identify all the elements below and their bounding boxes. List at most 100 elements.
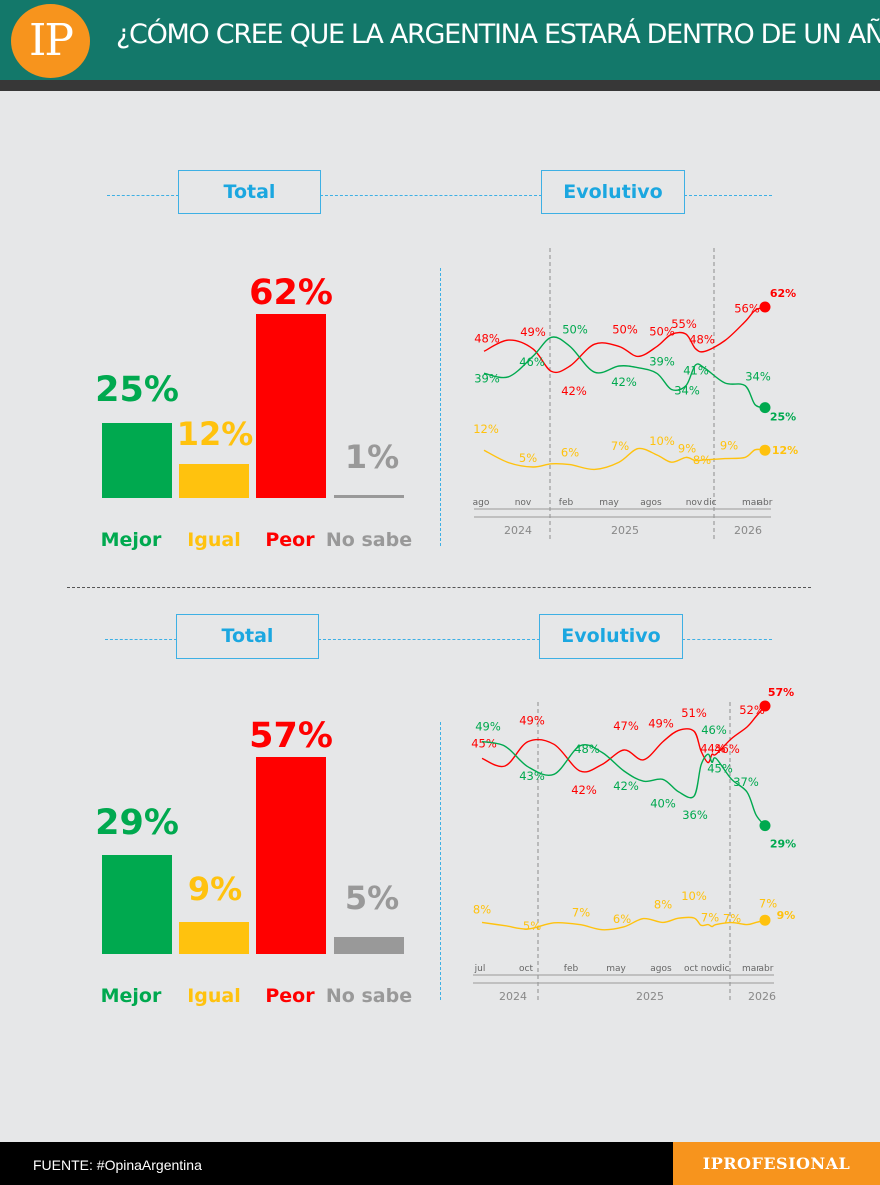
data-point-label: 49% bbox=[475, 720, 501, 734]
data-point-label: 46% bbox=[714, 742, 740, 756]
x-tick-label: agos bbox=[650, 964, 672, 974]
bar-igual bbox=[179, 464, 249, 498]
bar-value-label: 1% bbox=[344, 438, 400, 476]
data-point-label: 46% bbox=[519, 355, 545, 369]
header-shadow bbox=[0, 80, 880, 91]
x-tick-label: dic bbox=[716, 964, 729, 974]
data-point-label: 41% bbox=[683, 363, 709, 377]
category-label: Mejor bbox=[100, 985, 162, 1007]
year-label: 2024 bbox=[499, 990, 527, 1003]
data-point-label: 43% bbox=[519, 769, 545, 783]
data-point-label: 42% bbox=[611, 375, 637, 389]
bar-mejor bbox=[102, 855, 172, 954]
data-point-label: 48% bbox=[689, 332, 715, 346]
x-tick-label: abr bbox=[759, 964, 774, 974]
data-point-label: 45% bbox=[471, 736, 497, 750]
data-point-label: 55% bbox=[671, 317, 697, 331]
page-title: ¿CÓMO CREE QUE LA ARGENTINA ESTARÁ DENTR… bbox=[116, 19, 880, 50]
series-line bbox=[483, 336, 766, 409]
x-tick-label: abr bbox=[758, 498, 773, 508]
series-line bbox=[481, 740, 766, 827]
data-point-label: 5% bbox=[523, 919, 541, 933]
series-line bbox=[483, 447, 766, 471]
evolutivo-heading: Evolutivo bbox=[539, 614, 683, 659]
data-point-label: 39% bbox=[474, 371, 500, 385]
data-point-label: 7% bbox=[759, 897, 777, 911]
evolutivo-heading: Evolutivo bbox=[541, 170, 685, 214]
total-heading: Total bbox=[176, 614, 319, 659]
data-point-label: 9% bbox=[720, 438, 738, 452]
data-point-label: 57% bbox=[768, 686, 794, 699]
total-heading: Total bbox=[178, 170, 321, 214]
vertical-divider bbox=[440, 722, 441, 1000]
x-tick-label: nov bbox=[515, 498, 532, 508]
data-point-label: 62% bbox=[770, 287, 796, 300]
data-point-label: 7% bbox=[611, 439, 629, 453]
data-point-label: 25% bbox=[770, 411, 796, 424]
data-point-label: 42% bbox=[571, 783, 597, 797]
x-tick-label: oct bbox=[684, 964, 698, 974]
data-point-label: 49% bbox=[648, 717, 674, 731]
series-end-marker bbox=[759, 914, 771, 926]
data-point-label: 6% bbox=[613, 912, 631, 926]
section-separator bbox=[67, 587, 811, 588]
data-point-label: 49% bbox=[520, 325, 546, 339]
dashed-line bbox=[107, 195, 179, 196]
dashed-line bbox=[105, 639, 177, 640]
bar-value-label: 5% bbox=[344, 879, 400, 917]
dashed-line bbox=[320, 195, 542, 196]
series-end-marker bbox=[759, 820, 771, 832]
bar-no-sabe bbox=[334, 937, 404, 954]
dashed-line bbox=[682, 639, 772, 640]
data-point-label: 34% bbox=[674, 384, 700, 398]
data-point-label: 49% bbox=[519, 714, 545, 728]
x-tick-label: ago bbox=[473, 498, 490, 508]
bar-value-label: 57% bbox=[249, 716, 333, 756]
bar-no-sabe bbox=[334, 495, 404, 498]
series-end-marker bbox=[759, 700, 771, 712]
bar-value-label: 62% bbox=[249, 273, 333, 313]
data-point-label: 44% bbox=[700, 742, 726, 756]
category-label: Mejor bbox=[100, 529, 162, 551]
data-point-label: 48% bbox=[574, 742, 600, 756]
x-tick-label: jul bbox=[474, 964, 486, 974]
x-tick-label: nov bbox=[686, 498, 703, 508]
category-label: Igual bbox=[187, 529, 241, 551]
data-point-label: 5% bbox=[519, 451, 537, 465]
x-tick-label: mar bbox=[742, 498, 760, 508]
year-label: 2026 bbox=[748, 990, 776, 1003]
bar-mejor bbox=[102, 423, 172, 498]
data-point-label: 7% bbox=[701, 911, 719, 925]
data-point-label: 12% bbox=[772, 444, 798, 457]
x-tick-label: mar bbox=[742, 964, 760, 974]
bar-value-label: 25% bbox=[95, 370, 179, 410]
data-point-label: 39% bbox=[649, 354, 675, 368]
data-point-label: 45% bbox=[707, 761, 733, 775]
series-end-marker bbox=[759, 301, 771, 313]
bar-igual bbox=[179, 922, 249, 954]
bar-peor bbox=[256, 314, 326, 498]
category-label: Igual bbox=[187, 985, 241, 1007]
year-label: 2025 bbox=[636, 990, 664, 1003]
x-tick-label: agos bbox=[640, 498, 662, 508]
series-line bbox=[483, 306, 766, 374]
x-tick-label: feb bbox=[564, 964, 579, 974]
data-point-label: 40% bbox=[650, 796, 676, 810]
dashed-line bbox=[684, 195, 772, 196]
bar-peor bbox=[256, 757, 326, 954]
header-bar bbox=[0, 0, 880, 80]
footer-brand-logo: IPROFESIONAL bbox=[673, 1142, 880, 1185]
series-line bbox=[481, 916, 766, 931]
data-point-label: 29% bbox=[770, 838, 796, 851]
data-point-label: 34% bbox=[745, 370, 771, 384]
series-end-marker bbox=[759, 444, 771, 456]
data-point-label: 56% bbox=[734, 302, 760, 316]
data-point-label: 48% bbox=[474, 331, 500, 345]
vertical-divider bbox=[440, 268, 441, 546]
data-point-label: 50% bbox=[649, 324, 675, 338]
bar-value-label: 9% bbox=[187, 870, 243, 908]
data-point-label: 7% bbox=[723, 912, 741, 926]
